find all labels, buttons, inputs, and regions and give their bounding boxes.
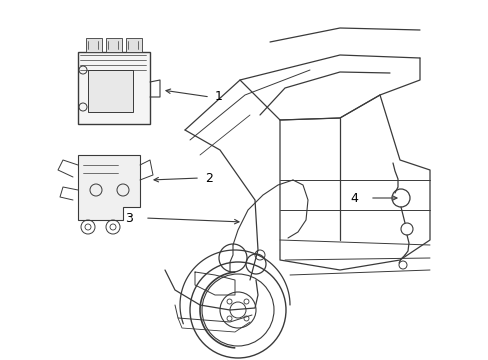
Polygon shape [78, 155, 140, 220]
Text: 2: 2 [204, 171, 212, 184]
FancyBboxPatch shape [126, 38, 142, 52]
FancyBboxPatch shape [78, 52, 150, 124]
FancyBboxPatch shape [86, 38, 102, 52]
Text: 4: 4 [349, 192, 357, 204]
Text: 1: 1 [215, 90, 223, 104]
FancyBboxPatch shape [88, 70, 133, 112]
FancyBboxPatch shape [106, 38, 122, 52]
Text: 3: 3 [125, 211, 133, 225]
